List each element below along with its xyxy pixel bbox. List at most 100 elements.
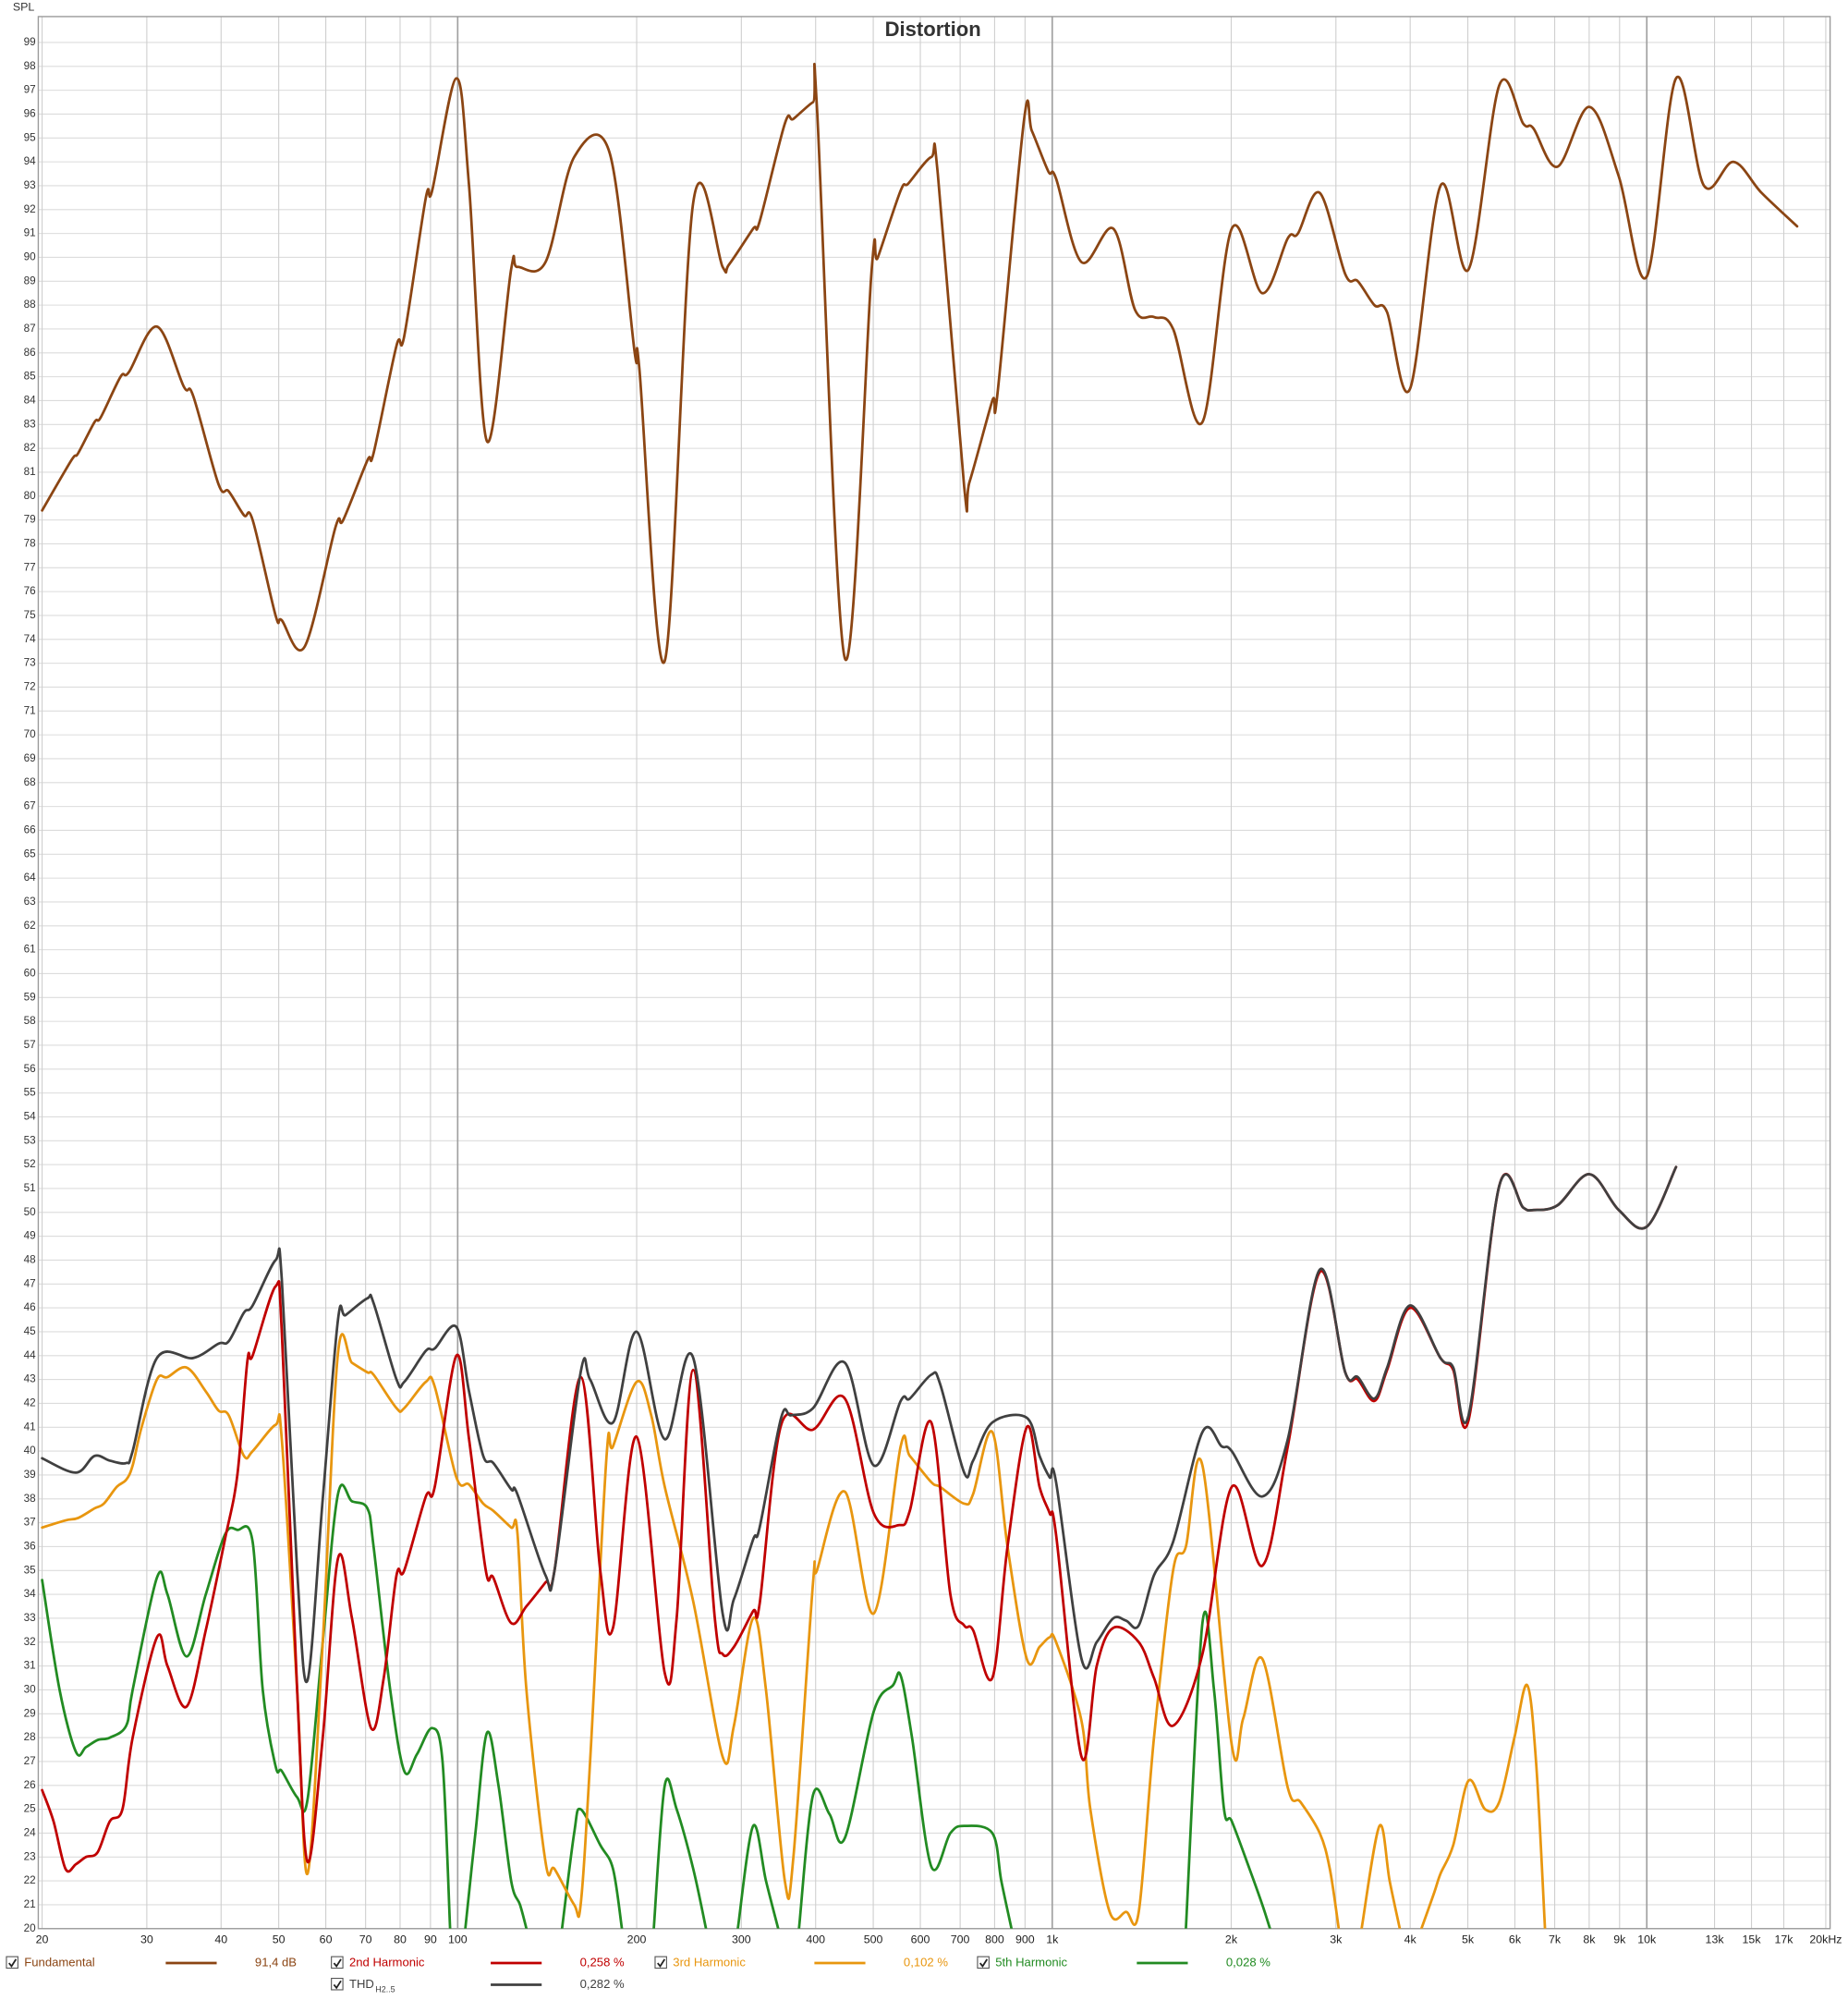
x-tick-label: 10k xyxy=(1637,1933,1657,1945)
y-tick-label: 42 xyxy=(24,1397,36,1409)
legend-value: 0,258 % xyxy=(580,1955,625,1969)
x-tick-label: 15k xyxy=(1743,1933,1762,1945)
y-tick-label: 60 xyxy=(24,968,37,980)
y-tick-label: 90 xyxy=(24,251,37,263)
y-tick-label: 38 xyxy=(24,1493,37,1505)
y-tick-label: 44 xyxy=(24,1349,37,1361)
legend-checkbox[interactable] xyxy=(331,1978,344,1991)
checkbox-check xyxy=(333,1958,342,1968)
y-tick-label: 36 xyxy=(24,1541,36,1553)
x-tick-label: 20kHz xyxy=(1809,1933,1842,1945)
y-tick-label: 96 xyxy=(24,108,36,120)
y-tick-label: 47 xyxy=(24,1277,36,1289)
legend-label: Fundamental xyxy=(24,1955,95,1969)
y-tick-label: 61 xyxy=(24,944,36,956)
legend-value: 91,4 dB xyxy=(255,1955,297,1969)
y-tick-label: 31 xyxy=(24,1660,36,1672)
y-tick-label: 75 xyxy=(24,609,37,621)
series-line xyxy=(41,1333,1547,1929)
x-tick-label: 900 xyxy=(1015,1933,1035,1945)
y-tick-label: 77 xyxy=(24,561,36,573)
x-tick-label: 1k xyxy=(1046,1933,1059,1945)
y-tick-label: 83 xyxy=(24,418,36,430)
x-tick-label: 500 xyxy=(864,1933,883,1945)
y-tick-label: 45 xyxy=(24,1325,37,1337)
y-tick-label: 25 xyxy=(24,1803,37,1815)
y-tick-label: 93 xyxy=(24,179,36,191)
y-tick-label: 52 xyxy=(24,1158,36,1170)
y-tick-label: 82 xyxy=(24,442,36,454)
plot-lines xyxy=(41,62,1799,1929)
y-tick-label: 55 xyxy=(24,1087,37,1099)
checkbox-check xyxy=(657,1958,666,1968)
plot-frame xyxy=(37,16,1831,1930)
x-tick-label: 17k xyxy=(1775,1933,1794,1945)
y-tick-label: 22 xyxy=(24,1874,36,1886)
legend-value: 0,028 % xyxy=(1226,1955,1270,1969)
legend-label: 3rd Harmonic xyxy=(673,1955,746,1969)
x-tick-label: 70 xyxy=(359,1933,372,1945)
y-tick-label: 86 xyxy=(24,347,36,359)
y-tick-label: 34 xyxy=(24,1588,37,1600)
legend-label: 5th Harmonic xyxy=(995,1955,1067,1969)
legend-checkbox[interactable] xyxy=(654,1956,667,1970)
x-tick-label: 90 xyxy=(424,1933,437,1945)
y-tick-label: 20 xyxy=(24,1922,37,1934)
y-tick-label: 23 xyxy=(24,1850,36,1862)
x-tick-label: 400 xyxy=(806,1933,825,1945)
y-tick-label: 35 xyxy=(24,1564,37,1576)
x-tick-label: 13k xyxy=(1706,1933,1725,1945)
y-tick-label: 54 xyxy=(24,1111,37,1123)
y-tick-label: 27 xyxy=(24,1755,36,1767)
y-tick-label: 64 xyxy=(24,872,37,884)
x-tick-label: 8k xyxy=(1583,1933,1596,1945)
y-tick-label: 66 xyxy=(24,824,36,836)
y-tick-label: 69 xyxy=(24,752,36,764)
y-tick-label: 89 xyxy=(24,274,36,287)
y-tick-label: 94 xyxy=(24,155,37,167)
legend-value: 0,282 % xyxy=(580,1977,625,1991)
y-tick-label: 40 xyxy=(24,1445,37,1457)
series-line xyxy=(41,1165,1678,1684)
y-tick-label: 87 xyxy=(24,323,36,335)
grid xyxy=(38,16,1830,1930)
x-tick-label: 200 xyxy=(627,1933,647,1945)
x-tick-label: 80 xyxy=(394,1933,407,1945)
y-tick-label: 46 xyxy=(24,1301,36,1313)
legend-checkbox[interactable] xyxy=(6,1956,18,1970)
legend-label: THD xyxy=(349,1977,374,1991)
y-tick-label: 50 xyxy=(24,1206,37,1218)
y-tick-label: 29 xyxy=(24,1707,36,1719)
x-tick-label: 40 xyxy=(214,1933,227,1945)
y-tick-label: 98 xyxy=(24,60,37,72)
y-tick-label: 41 xyxy=(24,1421,36,1433)
y-tick-label: 95 xyxy=(24,131,37,143)
y-tick-label: 33 xyxy=(24,1612,36,1624)
x-tick-label: 700 xyxy=(951,1933,970,1945)
y-tick-label: 84 xyxy=(24,395,37,407)
x-tick-label: 60 xyxy=(320,1933,333,1945)
x-tick-label: 800 xyxy=(985,1933,1004,1945)
series-line xyxy=(41,62,1799,665)
x-tick-label: 6k xyxy=(1509,1933,1522,1945)
legend-checkbox[interactable] xyxy=(977,1956,990,1970)
legend-checkbox[interactable] xyxy=(331,1956,344,1970)
y-tick-label: 51 xyxy=(24,1182,36,1194)
x-tick-label: 600 xyxy=(911,1933,930,1945)
y-tick-label: 24 xyxy=(24,1827,37,1839)
y-axis-label: SPL xyxy=(13,1,35,14)
y-tick-label: 37 xyxy=(24,1517,36,1529)
y-tick-label: 85 xyxy=(24,371,37,383)
y-tick-label: 58 xyxy=(24,1015,37,1027)
x-tick-label: 300 xyxy=(732,1933,751,1945)
y-tick-label: 71 xyxy=(24,704,36,716)
x-tick-label: 20 xyxy=(36,1933,49,1945)
y-tick-label: 81 xyxy=(24,466,36,478)
y-tick-label: 28 xyxy=(24,1731,37,1743)
x-tick-label: 5k xyxy=(1462,1933,1475,1945)
legend: Fundamental 91,4 dB 2nd Harmonic 0,258 % 3rd… xyxy=(6,1955,1270,1994)
y-tick-label: 72 xyxy=(24,681,36,693)
x-tick-label: 2k xyxy=(1225,1933,1238,1945)
